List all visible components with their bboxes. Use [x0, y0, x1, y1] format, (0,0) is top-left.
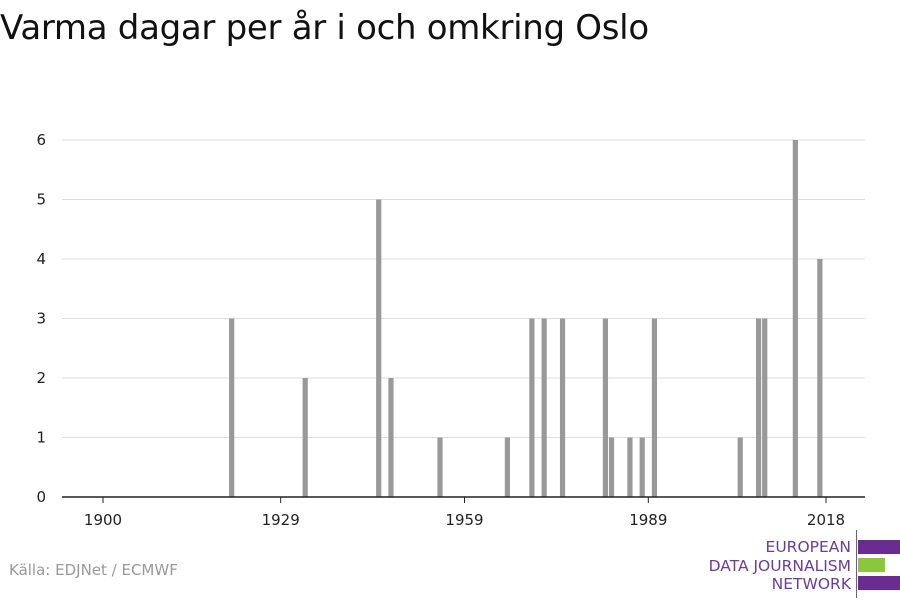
- edjnet-logo: EUROPEAN DATA JOURNALISM NETWORK: [700, 530, 900, 600]
- bar-1966: [504, 437, 510, 497]
- y-tick-labels: 0 1 2 3 4 5 6: [36, 131, 46, 506]
- bar-2013: [792, 140, 798, 497]
- bar-1921: [229, 318, 235, 497]
- bar-1945: [376, 199, 382, 497]
- bar-1970: [529, 318, 535, 497]
- bar-1990: [651, 318, 658, 497]
- logo-line-1: EUROPEAN: [765, 538, 851, 556]
- bar-series: [229, 140, 823, 497]
- x-axis: [62, 496, 865, 503]
- logo-line-3: NETWORK: [771, 575, 851, 593]
- bar-1988: [639, 437, 645, 497]
- bar-1986: [627, 437, 633, 497]
- x-tick-label: 1929: [262, 511, 300, 529]
- bar-1972: [541, 318, 547, 497]
- y-tick-label: 5: [36, 191, 46, 209]
- y-tick-label: 6: [36, 131, 46, 149]
- x-tick-label: 2018: [807, 511, 845, 529]
- y-tick-label: 1: [36, 429, 46, 447]
- logo-bar-purple-bottom: [858, 576, 900, 590]
- logo-line-2: DATA JOURNALISM: [708, 557, 851, 575]
- y-tick-label: 2: [36, 369, 46, 387]
- chart-title: Varma dagar per år i och omkring Oslo: [0, 8, 649, 48]
- y-tick-label: 3: [36, 310, 46, 328]
- bar-2007: [756, 318, 762, 497]
- bar-2017: [817, 259, 823, 497]
- logo-bar-purple-top: [858, 540, 900, 554]
- logo-divider: [856, 530, 857, 598]
- bar-1983: [608, 437, 615, 497]
- bar-2008: [762, 318, 768, 497]
- bar-1955: [437, 437, 443, 497]
- x-tick-label: 1959: [445, 511, 483, 529]
- y-tick-label: 4: [36, 250, 46, 268]
- logo-bar-green: [858, 558, 885, 572]
- source-note: Källa: EDJNet / ECMWF: [9, 561, 178, 579]
- bar-1933: [302, 378, 308, 497]
- grid-lines: [62, 139, 865, 438]
- y-tick-label: 0: [36, 488, 46, 506]
- bar-1947: [388, 378, 394, 497]
- x-tick-labels: 1900 1929 1959 1989 2018: [84, 511, 845, 529]
- x-tick-label: 1989: [629, 511, 667, 529]
- x-tick-label: 1900: [84, 511, 122, 529]
- bar-2004: [737, 437, 743, 497]
- bar-1982: [602, 318, 609, 497]
- bar-1975: [559, 318, 566, 497]
